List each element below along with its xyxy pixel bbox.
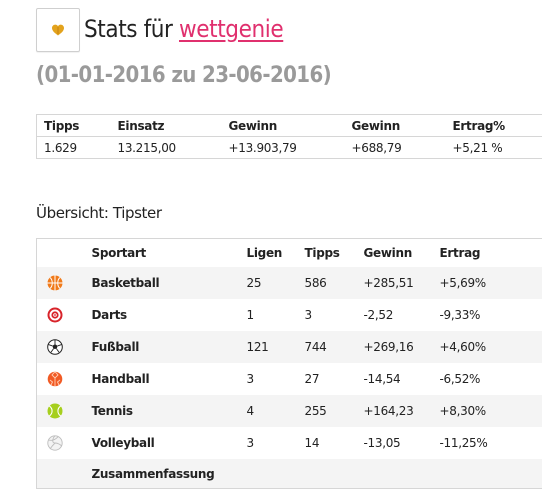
sport-name: Tennis: [91, 404, 134, 418]
ligen-value: 3: [246, 372, 255, 386]
col-gewinn: Gewinn: [363, 246, 413, 260]
volleyball-icon: [47, 435, 63, 451]
tipster-header-row: Sportart Ligen Tipps Gewinn Ertrag: [37, 239, 542, 268]
sport-name: Basketball: [91, 276, 160, 290]
ligen-value: 3: [246, 436, 255, 450]
ligen-value: 1: [246, 308, 255, 322]
gewinn-value: +285,51: [363, 276, 414, 290]
gewinn-value: -2,52: [363, 308, 394, 322]
summary-table: Tipps Einsatz Gewinn Gewinn Ertrag% 1.62…: [36, 114, 542, 159]
sport-name: Darts: [91, 308, 128, 322]
tennis-icon: [47, 403, 63, 419]
handball-icon: [47, 371, 63, 387]
summary-gewinn-value: +13.903,79: [228, 140, 297, 155]
page-title: Stats für wettgenie: [84, 12, 284, 46]
date-range: (01-01-2016 zu 23-06-2016): [36, 63, 332, 88]
gewinn-value: +164,23: [363, 404, 414, 418]
table-row[interactable]: Volleyball 3 14 -13,05 -11,25%: [36, 427, 542, 459]
summary-col-gewinn: Gewinn: [221, 114, 345, 137]
summary-col-einsatz: Einsatz: [110, 114, 222, 137]
col-tipps: Tipps: [304, 246, 340, 260]
sport-icon-cell: [37, 299, 92, 331]
darts-icon: [47, 307, 63, 323]
tipps-value: 744: [304, 340, 327, 354]
ligen-value: 25: [246, 276, 262, 290]
tipster-table: Sportart Ligen Tipps Gewinn Ertrag Baske…: [36, 238, 542, 489]
tipps-value: 586: [304, 276, 327, 290]
ertrag-value: -9,33%: [439, 308, 481, 322]
sport-icon-cell: [37, 427, 92, 459]
sport-name: Handball: [91, 372, 150, 386]
summary-tipps-value: 1.629: [44, 140, 77, 155]
summary-col-gewinn-net: Gewinn: [344, 114, 446, 137]
summary-total-row[interactable]: Zusammenfassung: [36, 459, 542, 489]
table-row[interactable]: Fußball 121 744 +269,16 +4,60%: [36, 331, 542, 363]
table-row[interactable]: Darts 1 3 -2,52 -9,33%: [36, 299, 542, 331]
basketball-icon: [47, 275, 63, 291]
tipps-value: 3: [304, 308, 313, 322]
tipps-value: 27: [304, 372, 320, 386]
summary-ertrag-value: +5,21 %: [452, 140, 503, 155]
sport-icon-cell: [37, 331, 92, 363]
col-ertrag: Ertrag: [439, 246, 481, 260]
username-link[interactable]: wettgenie: [179, 15, 284, 43]
summary-gewinn-net-value: +688,79: [351, 140, 402, 155]
football-icon: [47, 339, 63, 355]
ertrag-value: -11,25%: [439, 436, 488, 450]
sport-name: Volleyball: [91, 436, 155, 450]
gewinn-value: +269,16: [363, 340, 414, 354]
summary-col-ertrag: Ertrag%: [445, 114, 542, 137]
tipps-value: 255: [304, 404, 327, 418]
sport-icon-cell: [37, 395, 92, 427]
sport-icon-cell: [37, 363, 92, 395]
summary-einsatz-value: 13.215,00: [117, 140, 177, 155]
total-icon-cell: [37, 459, 92, 489]
col-ligen: Ligen: [246, 246, 283, 260]
ligen-value: 4: [246, 404, 255, 418]
overview-heading: Übersicht: Tipster: [36, 204, 162, 222]
user-avatar[interactable]: [36, 8, 80, 52]
tipps-value: 14: [304, 436, 320, 450]
ertrag-value: +4,60%: [439, 340, 487, 354]
table-row[interactable]: Tennis 4 255 +164,23 +8,30%: [36, 395, 542, 427]
summary-header-row: Tipps Einsatz Gewinn Gewinn Ertrag%: [36, 114, 542, 137]
ligen-value: 121: [246, 340, 269, 354]
summary-values-row: 1.629 13.215,00 +13.903,79 +688,79 +5,21…: [37, 137, 542, 159]
gewinn-value: -14,54: [363, 372, 401, 386]
table-row[interactable]: Basketball 25 586 +285,51 +5,69%: [36, 267, 542, 299]
sport-icon-cell: [37, 267, 92, 299]
title-prefix: Stats für: [84, 15, 173, 43]
ertrag-value: +8,30%: [439, 404, 487, 418]
sport-name: Fußball: [91, 340, 140, 354]
col-icon: [37, 239, 92, 268]
table-row[interactable]: Handball 3 27 -14,54 -6,52%: [36, 363, 542, 395]
summary-col-tipps: Tipps: [36, 114, 111, 137]
heart-avatar-icon: [52, 24, 64, 36]
total-label: Zusammenfassung: [91, 466, 215, 481]
ertrag-value: +5,69%: [439, 276, 487, 290]
col-sportart: Sportart: [91, 246, 147, 260]
gewinn-value: -13,05: [363, 436, 401, 450]
ertrag-value: -6,52%: [439, 372, 481, 386]
